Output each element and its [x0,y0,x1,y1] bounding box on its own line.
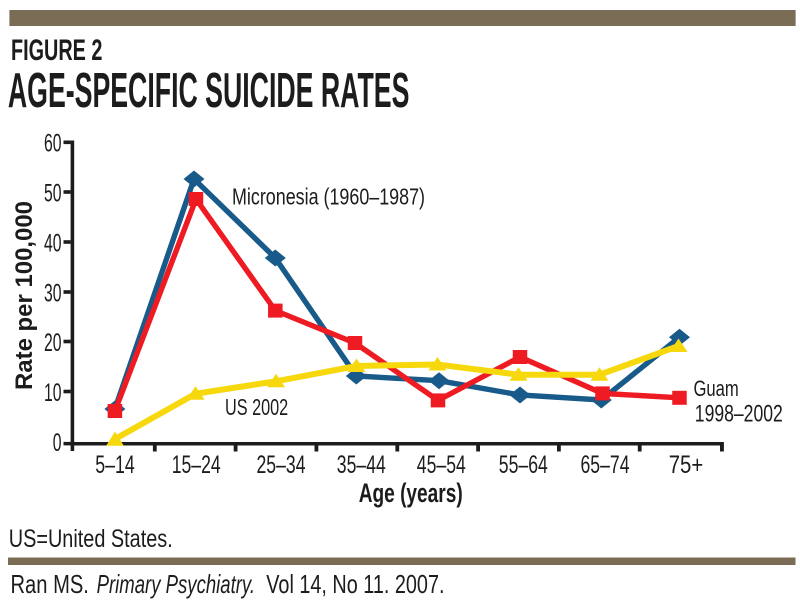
svg-text:FIGURE 2: FIGURE 2 [11,34,102,67]
svg-text:25–34: 25–34 [257,451,306,479]
svg-text:0: 0 [53,429,62,457]
svg-text:Primary Psychiatry.: Primary Psychiatry. [97,569,255,599]
svg-text:Ran MS.: Ran MS. [11,569,95,599]
svg-text:Age (years): Age (years) [359,478,463,508]
svg-text:Micronesia (1960–1987): Micronesia (1960–1987) [232,184,425,210]
svg-text:60: 60 [44,130,62,158]
svg-text:45–54: 45–54 [417,451,466,479]
svg-text:US=United States.: US=United States. [9,525,173,553]
svg-text:40: 40 [44,230,62,258]
svg-text:Guam: Guam [694,376,739,401]
svg-text:65–74: 65–74 [581,451,630,479]
svg-text:50: 50 [44,180,62,208]
svg-text:55–64: 55–64 [499,451,548,479]
svg-text:75+: 75+ [669,451,704,479]
svg-text:Vol 14, No 11. 2007.: Vol 14, No 11. 2007. [266,569,444,599]
svg-text:US 2002: US 2002 [225,394,288,420]
svg-text:10: 10 [44,379,62,407]
svg-text:15–24: 15–24 [172,451,221,479]
svg-text:1998–2002: 1998–2002 [695,401,783,428]
svg-text:AGE-SPECIFIC SUICIDE RATES: AGE-SPECIFIC SUICIDE RATES [8,63,410,118]
svg-text:20: 20 [44,329,62,357]
svg-text:35–44: 35–44 [337,451,386,479]
svg-text:30: 30 [44,280,62,308]
svg-text:5–14: 5–14 [95,451,135,479]
svg-text:Rate per 100,000: Rate per 100,000 [11,201,38,390]
